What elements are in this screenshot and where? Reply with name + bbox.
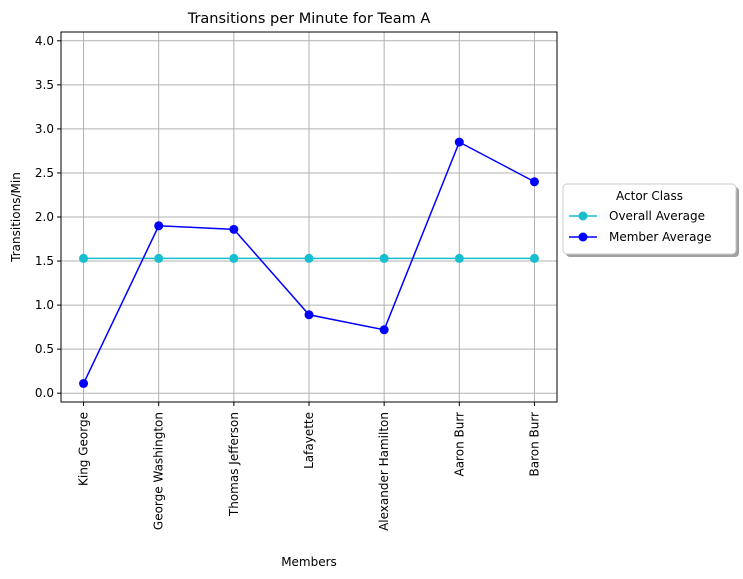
legend-label: Overall Average	[609, 209, 705, 223]
y-tick-label: 0.0	[35, 386, 54, 400]
legend-entry: Member Average	[569, 230, 711, 244]
data-point	[304, 310, 314, 320]
ticks: 0.0 0.5 1.0 1.5 2.0 2.5 3.0 3.5 4.0 King George Ge…	[35, 34, 542, 531]
y-tick-label: 3.5	[35, 78, 54, 92]
series-1	[79, 137, 539, 388]
data-point	[79, 379, 89, 388]
data-point	[454, 137, 464, 147]
chart-title: Transitions per Minute for Team A	[187, 11, 431, 27]
legend-entries: Overall Average Member Average	[569, 209, 711, 244]
data-point	[379, 325, 389, 335]
data-point	[154, 253, 164, 263]
y-tick-label: 1.0	[35, 298, 54, 312]
x-tick-label: Alexander Hamilton	[377, 412, 391, 531]
y-tick-label: 0.5	[35, 342, 54, 356]
legend-entry: Overall Average	[569, 209, 705, 223]
x-tick-label: King George	[77, 412, 91, 486]
data-point	[454, 253, 464, 263]
data-point	[304, 253, 314, 263]
y-tick-label: 4.0	[35, 34, 54, 48]
y-tick-label: 3.0	[35, 122, 54, 136]
x-tick-label: George Washington	[152, 412, 166, 530]
data-point	[79, 253, 89, 263]
x-tick-label: Lafayette	[302, 412, 316, 469]
legend-marker	[578, 232, 588, 242]
y-axis-label: Transitions/Min	[9, 172, 23, 263]
legend-box	[562, 183, 737, 255]
data-point	[529, 253, 539, 263]
data-point	[229, 224, 239, 234]
x-tick-label: Thomas Jefferson	[227, 412, 241, 517]
legend: Actor Class Overall Average Member Averag…	[562, 183, 739, 257]
data-point	[379, 253, 389, 263]
x-tick-label: Aaron Burr	[452, 412, 466, 477]
legend-title: Actor Class	[616, 189, 683, 203]
series-0	[79, 253, 539, 263]
x-tick-label: Baron Burr	[527, 412, 541, 477]
data-point	[529, 177, 539, 187]
legend-marker	[578, 211, 588, 221]
y-tick-label: 2.5	[35, 166, 54, 180]
y-tick-label: 1.5	[35, 254, 54, 268]
legend-label: Member Average	[609, 230, 711, 244]
series-layer	[79, 137, 539, 388]
data-point	[154, 221, 164, 231]
data-point	[229, 253, 239, 263]
grid	[61, 32, 557, 402]
y-tick-label: 2.0	[35, 210, 54, 224]
x-axis-label: Members	[281, 555, 337, 569]
